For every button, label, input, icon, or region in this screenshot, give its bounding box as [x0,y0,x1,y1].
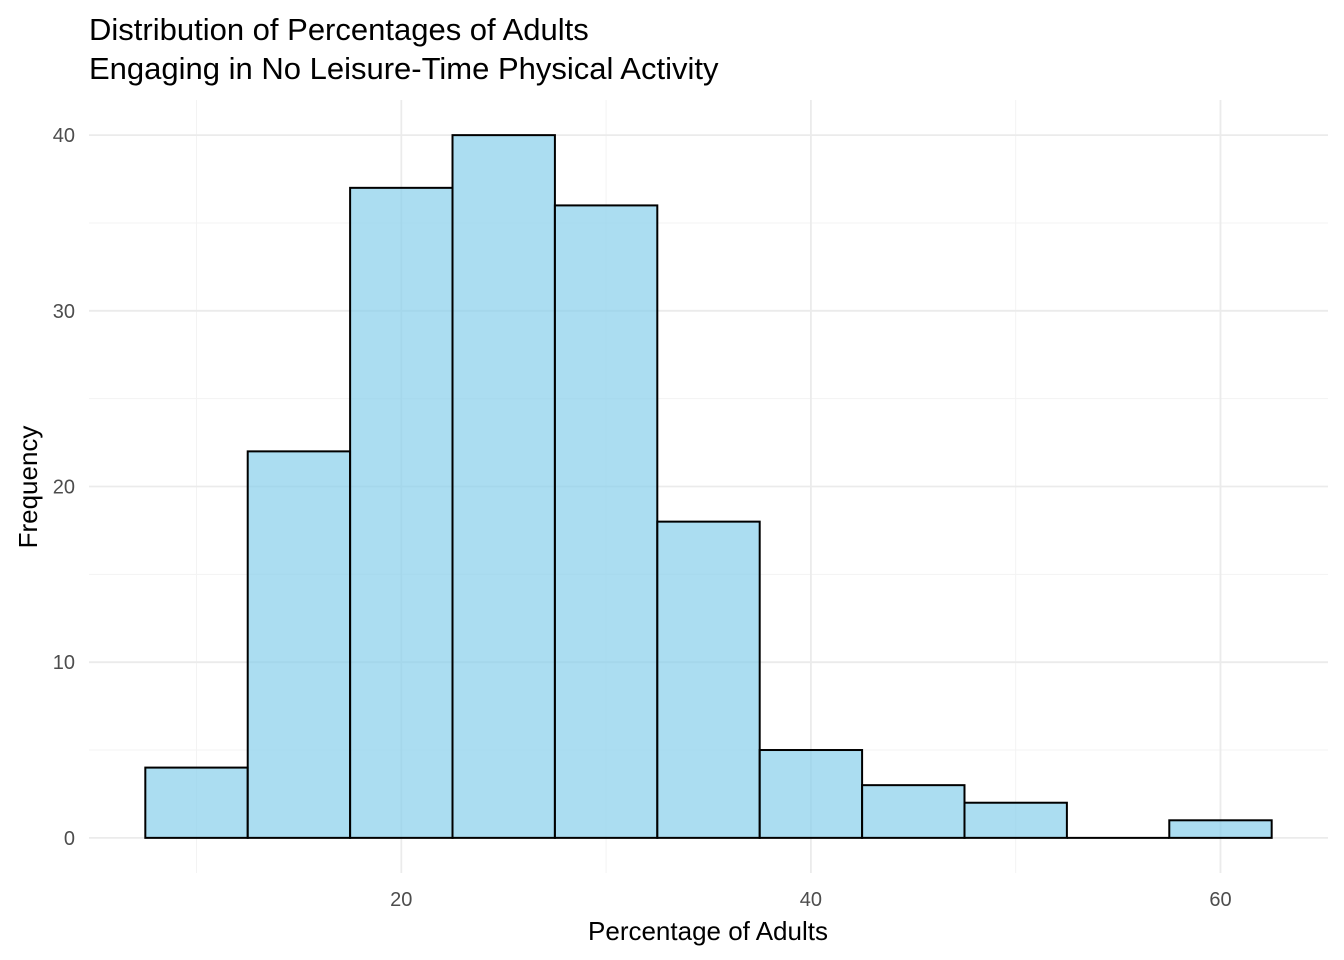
ticks-layer: 20 40 60 0 10 20 30 40 [53,125,1232,911]
x-tick-label: 20 [390,889,412,911]
histogram-bar [1168,819,1273,839]
chart-title-line-1: Distribution of Percentages of Adults [89,12,589,47]
y-tick-label: 20 [53,477,75,499]
histogram-bar [963,801,1068,839]
histogram-bar [861,784,966,839]
histogram-bar [349,186,454,839]
histogram-bar [451,134,556,839]
y-tick-label: 30 [53,301,75,323]
histogram-bar [144,766,249,839]
chart-title-line-2: Engaging in No Leisure-Time Physical Act… [89,51,719,86]
y-tick-label: 40 [53,125,75,147]
y-axis-title: Frequency [13,426,43,549]
y-tick-label: 10 [53,652,75,674]
histogram-bar [246,450,352,839]
x-tick-label: 60 [1209,889,1231,911]
x-tick-label: 40 [800,889,822,911]
histogram-bar [758,749,864,839]
histogram-bar [656,520,761,839]
x-axis-title: Percentage of Adults [588,916,828,946]
y-tick-label: 0 [64,828,75,850]
bars-layer [144,134,1273,839]
histogram-bar [553,204,659,839]
